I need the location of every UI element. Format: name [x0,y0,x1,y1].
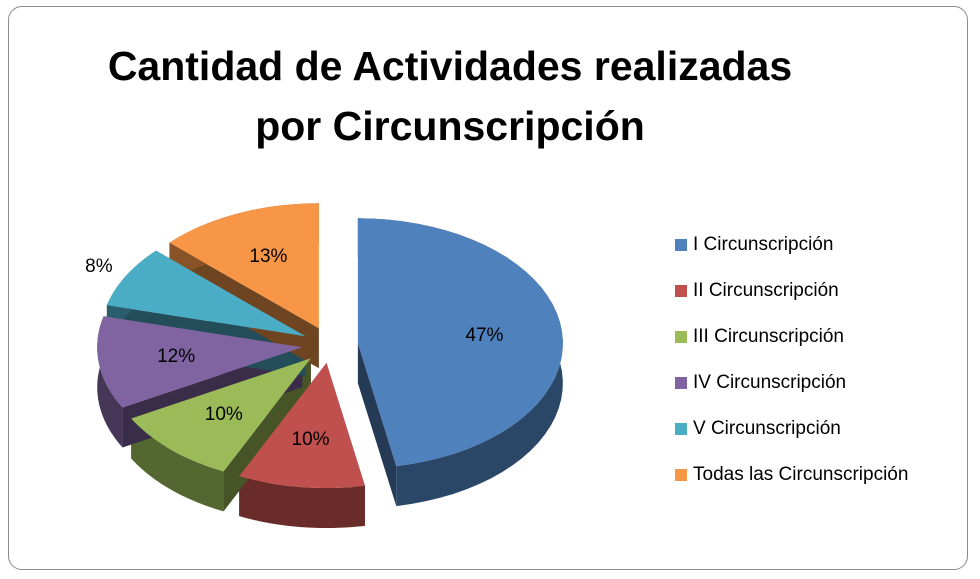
data-label: 12% [157,346,195,367]
data-label: 8% [85,256,113,277]
chart-frame [8,6,968,570]
slice [357,218,563,467]
legend-swatch [675,377,687,389]
legend-label: Todas las Circunscripción [693,464,908,485]
slice-side [239,476,365,529]
slice [239,363,365,489]
legend-label: I Circunscripción [693,234,833,255]
data-label: 10% [205,404,243,425]
chart-title: Cantidad de Actividades realizadas por C… [107,43,793,149]
data-label: 10% [292,429,330,450]
slice-wall [357,343,397,507]
slice [97,316,303,408]
data-label: 13% [249,246,287,267]
slice [169,203,319,329]
legend-swatch [675,469,687,481]
legend-label: III Circunscripción [693,326,844,347]
legend-swatch [675,285,687,297]
legend-label: II Circunscripción [693,280,839,301]
legend-label: V Circunscripción [693,418,841,439]
legend-swatch [675,423,687,435]
legend-swatch [675,239,687,251]
data-label: 47% [465,325,503,346]
pie-tops [97,203,563,489]
legend-label: IV Circunscripción [693,372,846,393]
slice [131,358,311,472]
slice [106,250,306,337]
legend-swatch [675,331,687,343]
slice-side [131,418,224,512]
